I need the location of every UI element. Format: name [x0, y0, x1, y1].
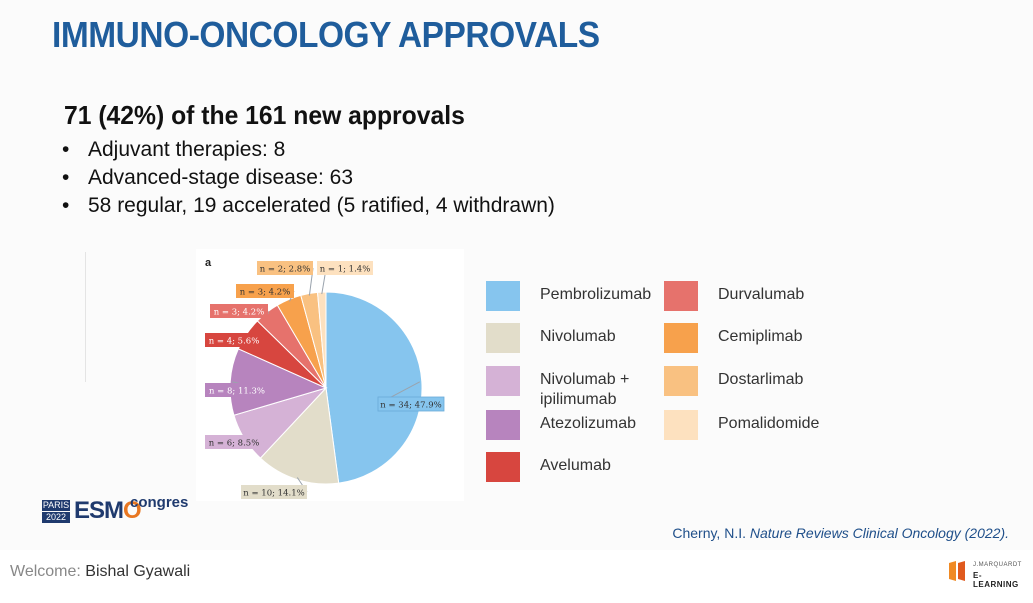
legend-swatch [664, 366, 698, 396]
logo-year: 2022 [42, 512, 70, 523]
bullet-glyph: • [62, 138, 70, 161]
bullet-glyph: • [62, 166, 70, 189]
user-name: Bishal Gyawali [85, 563, 191, 580]
legend-label: Cemiplimab [718, 328, 803, 345]
bullet-text: Advanced-stage disease: 63 [88, 166, 354, 189]
esmo-congress-logo: PARIS 2022 ESMO congres [42, 494, 192, 526]
legend-label: Avelumab [540, 457, 611, 474]
bullet-item: • Adjuvant therapies: 8 [62, 136, 555, 164]
data-label-box [205, 435, 263, 449]
welcome-label: Welcome: [10, 563, 81, 580]
bullet-text: 58 regular, 19 accelerated (5 ratified, … [88, 194, 555, 217]
data-label: n = 3; 4.2% [214, 308, 265, 318]
data-label-box [257, 261, 313, 275]
legend-swatch [664, 323, 698, 353]
footer-bar [0, 550, 1033, 603]
data-label: n = 6; 8.5% [209, 439, 260, 449]
citation-authors: Cherny, N.I. [672, 525, 746, 541]
data-label: n = 4; 5.6% [209, 337, 260, 347]
logo-word-a: ES [74, 497, 105, 524]
slide: IMMUNO-ONCOLOGY APPROVALS 71 (42%) of th… [42, 14, 1009, 541]
leader-line [321, 274, 326, 295]
brand-top: J.MARQUARDT [973, 562, 1022, 568]
pie-slice-nivolumab [259, 386, 340, 485]
data-label: n = 1; 1.4% [320, 265, 371, 275]
bullet-glyph: • [62, 194, 70, 217]
pie-slice-atezolizumab [229, 348, 328, 416]
data-label-box [236, 284, 294, 298]
brand-bottom: E-LEARNING [973, 571, 1019, 589]
legend-label: Pomalidomide [718, 415, 820, 432]
data-label: n = 3; 4.2% [240, 288, 291, 298]
bullet-text: Adjuvant therapies: 8 [88, 138, 286, 161]
bullet-item: • Advanced-stage disease: 63 [62, 164, 555, 192]
logo-city: PARIS [42, 500, 70, 511]
divider-line [85, 252, 86, 382]
brand-mark-icon [949, 561, 965, 581]
bullet-list: • Adjuvant therapies: 8 • Advanced-stage d… [62, 136, 555, 220]
citation-journal: Nature Reviews Clinical Oncology (2022). [749, 525, 1009, 541]
citation: Cherny, N.I. Nature Reviews Clinical Onc… [672, 525, 1009, 541]
legend-swatch [486, 281, 520, 311]
data-label-box [205, 333, 263, 347]
data-label-box [210, 304, 268, 318]
legend-item: Pomalidomide [664, 410, 819, 440]
slide-headline: 71 (42%) of the 161 new approvals [64, 100, 465, 130]
legend-item: Pembrolizumab [486, 281, 651, 311]
brand-logo: J.MARQUARDT E-LEARNING [947, 560, 1027, 589]
data-label-box [317, 261, 373, 275]
pie-slice-pembrolizumab [325, 291, 423, 484]
legend-swatch [664, 281, 698, 311]
legend-label: Dostarlimab [718, 371, 804, 388]
legend-label: Nivolumab [540, 328, 616, 345]
data-label-box [241, 485, 307, 499]
data-label: n = 2; 2.8% [260, 265, 311, 275]
legend-item: Atezolizumab [486, 410, 636, 440]
bullet-item: • 58 regular, 19 accelerated (5 ratified,… [62, 192, 555, 220]
slide-title: IMMUNO-ONCOLOGY APPROVALS [52, 14, 600, 55]
legend-swatch [486, 410, 520, 440]
legend-item: Nivolumab [486, 323, 616, 353]
logo-suffix: congres [130, 494, 189, 511]
legend-item: Avelumab [486, 452, 611, 482]
legend-item: Dostarlimab [664, 366, 803, 396]
legend-swatch [486, 452, 520, 482]
legend-label: Nivolumab + ipilimumab [540, 371, 630, 408]
data-label: n = 34; 47.9% [380, 401, 441, 411]
legend-label: Pembrolizumab [540, 286, 652, 303]
data-label: n = 10; 14.1% [243, 489, 304, 499]
legend-item: Nivolumab + ipilimumab [486, 366, 629, 410]
chart-panel-letter: a [205, 257, 212, 269]
pie-chart: a n = 34; 47.9% n = 10; 14.1% n = 6; 8.5% n … [205, 257, 445, 499]
legend-label: Durvalumab [718, 286, 805, 303]
legend-swatch [486, 366, 520, 396]
legend-item: Cemiplimab [664, 323, 802, 353]
legend-swatch [486, 323, 520, 353]
data-label-box [377, 396, 445, 412]
data-label-box [205, 383, 269, 397]
legend-swatch [664, 410, 698, 440]
legend-item: Durvalumab [664, 281, 804, 311]
welcome-text: Welcome: Bishal Gyawali [10, 563, 190, 581]
logo-word-c: O [123, 497, 142, 524]
logo-wordmark: ESMO [74, 497, 142, 524]
logo-word-b: M [104, 497, 124, 524]
legend-label: Atezolizumab [540, 415, 637, 432]
data-label: n = 8; 11.3% [209, 387, 265, 397]
